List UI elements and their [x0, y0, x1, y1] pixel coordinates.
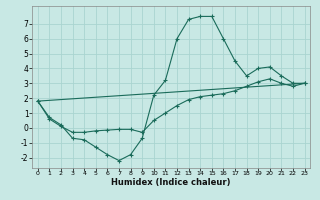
X-axis label: Humidex (Indice chaleur): Humidex (Indice chaleur) [111, 178, 231, 187]
